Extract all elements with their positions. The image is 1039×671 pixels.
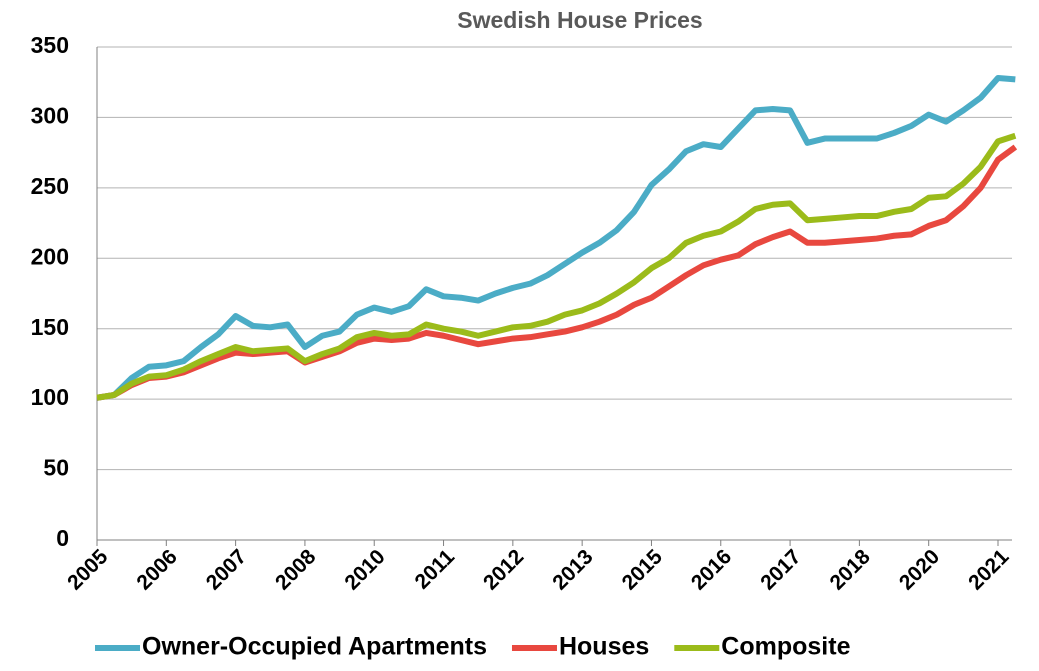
line-series [96, 132, 1017, 401]
line-series [96, 144, 1018, 401]
y-tick-label: 100 [31, 384, 69, 410]
legend-label: Owner-Occupied Apartments [142, 633, 487, 661]
y-tick-label: 150 [31, 314, 69, 340]
legend-label: Composite [721, 633, 850, 661]
x-tick-label: 2006 [132, 545, 181, 594]
y-tick-label: 350 [31, 32, 69, 58]
y-tick-label: 200 [31, 243, 69, 269]
x-tick-label: 2018 [826, 545, 876, 595]
x-tick-label: 2010 [340, 545, 389, 594]
chart-title: Swedish House Prices [457, 7, 702, 33]
x-tick-label: 2007 [202, 545, 251, 594]
y-tick-label: 300 [31, 103, 69, 129]
x-tick-label: 2008 [271, 545, 321, 595]
y-tick-label: 50 [43, 455, 69, 481]
x-tick-label: 2021 [964, 545, 1014, 595]
x-tick-label: 2012 [479, 545, 528, 594]
x-tick-label: 2020 [895, 545, 944, 594]
y-tick-label: 250 [31, 173, 69, 199]
x-tick-label: 2015 [618, 545, 668, 595]
x-tick-label: 2016 [687, 545, 736, 594]
y-tick-label: 0 [56, 525, 69, 551]
x-tick-label: 2017 [756, 545, 805, 594]
legend-label: Houses [559, 633, 649, 661]
x-tick-label: 2005 [63, 545, 113, 595]
x-tick-label: 2013 [548, 545, 597, 594]
x-tick-label: 2011 [411, 545, 460, 594]
line-series [96, 74, 1016, 401]
